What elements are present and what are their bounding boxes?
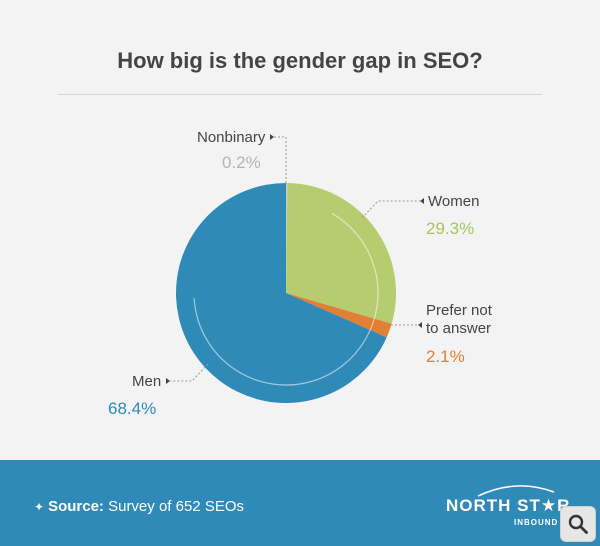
pointer-women	[420, 198, 424, 204]
pie-slice-nonbinary	[286, 183, 288, 293]
label-prefer-line2: to answer	[426, 320, 491, 337]
north-star-logo: NORTH ST★R INBOUND	[446, 480, 569, 532]
footer-bar: ✦ Source: Survey of 652 SEOs NORTH ST★R I…	[0, 460, 600, 546]
pie-slices	[176, 183, 396, 403]
pie-inner-ring	[193, 200, 379, 386]
label-nonbinary: Nonbinary	[197, 129, 266, 146]
label-men: Men	[132, 373, 161, 390]
pie-slice-prefer-not-to-answer	[286, 293, 392, 338]
logo-subtext: INBOUND	[514, 518, 559, 527]
source-note: ✦ Source: Survey of 652 SEOs	[34, 498, 244, 515]
source-label: Source:	[48, 498, 104, 515]
pointer-men	[166, 378, 170, 384]
leader-nonbinary	[274, 136, 287, 183]
pct-men: 68.4%	[108, 399, 156, 418]
pct-women: 29.3%	[426, 219, 474, 238]
title-divider	[58, 94, 542, 95]
pct-nonbinary: 0.2%	[222, 153, 261, 172]
source-text: Survey of 652 SEOs	[108, 498, 244, 515]
logo-arc-icon	[477, 485, 555, 497]
label-prefer-line1: Prefer not	[426, 302, 493, 319]
leader-men	[170, 363, 209, 382]
pie-slice-women	[286, 183, 396, 324]
pct-prefer: 2.1%	[426, 347, 465, 366]
zoom-button[interactable]	[560, 506, 596, 542]
magnifier-icon	[568, 514, 588, 534]
sparkle-icon: ✦	[34, 500, 45, 514]
pie-chart: Nonbinary 0.2% Women 29.3% Prefer not to…	[108, 129, 493, 418]
pie-slice-men	[176, 183, 387, 403]
pointer-prefer	[418, 322, 422, 328]
label-women: Women	[428, 193, 479, 210]
pointer-nonbinary	[270, 134, 274, 140]
chart-title: How big is the gender gap in SEO?	[117, 48, 483, 73]
logo-wordmark: NORTH ST★R	[446, 496, 571, 515]
leader-women	[361, 200, 420, 219]
